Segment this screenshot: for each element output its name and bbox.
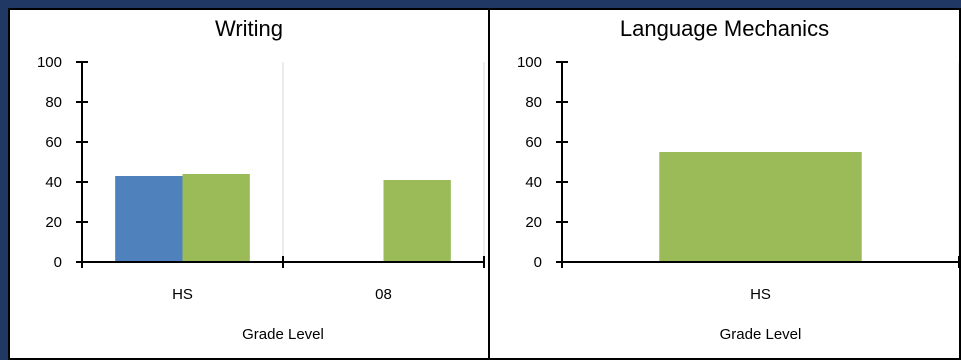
y-tick-label: 0 bbox=[534, 254, 542, 271]
y-tick-label: 0 bbox=[54, 254, 62, 271]
language-mechanics-chart: 0 20 40 60 80 100 HS Grade Level bbox=[517, 54, 959, 343]
y-tick-label: 80 bbox=[45, 94, 62, 111]
y-tick-label: 20 bbox=[525, 214, 542, 231]
bar bbox=[383, 180, 451, 262]
y-tick-label: 40 bbox=[45, 174, 62, 191]
y-tick-label: 100 bbox=[37, 54, 62, 71]
chart-panel-writing: Writing 0 20 40 60 80 100 HS 08 Grade Level bbox=[8, 8, 490, 360]
x-axis-title: Grade Level bbox=[720, 326, 802, 343]
bar bbox=[659, 152, 862, 262]
chart-title-writing: Writing bbox=[214, 16, 284, 41]
chart-title-language-mechanics: Language Mechanics bbox=[619, 16, 830, 41]
x-tick-label: HS bbox=[172, 286, 193, 303]
bar bbox=[115, 176, 183, 262]
x-tick-label: HS bbox=[750, 286, 771, 303]
y-tick-label: 20 bbox=[45, 214, 62, 231]
y-tick-label: 60 bbox=[525, 134, 542, 151]
x-tick-label: 08 bbox=[375, 286, 392, 303]
writing-chart: 0 20 40 60 80 100 HS 08 Grade Level bbox=[37, 54, 485, 343]
x-axis-title: Grade Level bbox=[242, 326, 324, 343]
y-tick-label: 40 bbox=[525, 174, 542, 191]
y-tick-label: 80 bbox=[525, 94, 542, 111]
y-tick-label: 100 bbox=[517, 54, 542, 71]
chart-panel-language-mechanics: Language Mechanics 0 20 40 60 80 100 HS Grade L… bbox=[488, 8, 961, 360]
y-tick-label: 60 bbox=[45, 134, 62, 151]
bar bbox=[182, 174, 250, 262]
